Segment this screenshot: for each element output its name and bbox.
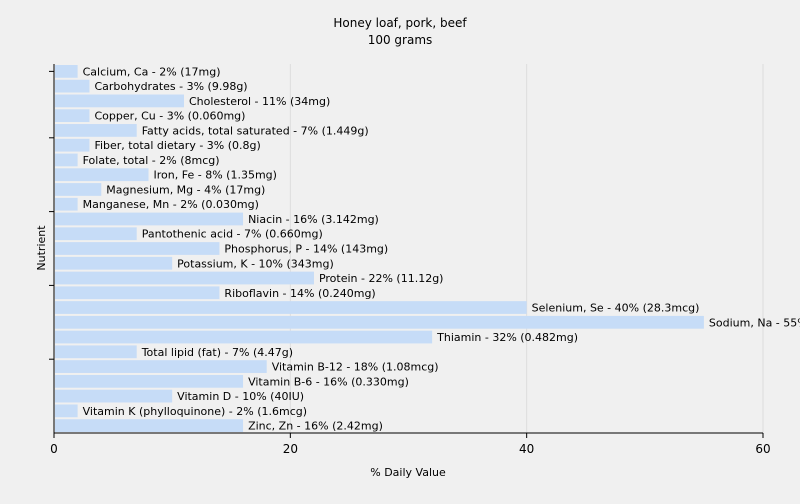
bar <box>55 138 90 152</box>
y-axis-label: Nutrient <box>35 225 48 271</box>
bar <box>55 109 90 123</box>
bar <box>55 360 267 373</box>
x-tick-label: 20 <box>283 442 298 456</box>
bar <box>55 197 78 211</box>
bar <box>55 315 704 329</box>
axes: 0 20 40 60 <box>49 64 771 456</box>
bar <box>55 79 90 93</box>
bar <box>55 345 137 359</box>
bar-label: Vitamin K (phylloquinone) - 2% (1.6mcg) <box>83 405 307 418</box>
chart-subtitle: 100 grams <box>368 33 433 47</box>
bar-label: Niacin - 16% (3.142mg) <box>248 213 379 226</box>
bar-label: Calcium, Ca - 2% (17mg) <box>83 65 221 78</box>
bar-label: Vitamin B-6 - 16% (0.330mg) <box>248 375 409 388</box>
bar-label: Copper, Cu - 3% (0.060mg) <box>94 110 245 123</box>
bars <box>55 65 704 432</box>
bar <box>55 271 314 285</box>
x-axis-label: % Daily Value <box>370 466 446 479</box>
bar <box>55 404 78 418</box>
bar-label: Iron, Fe - 8% (1.35mg) <box>154 169 277 182</box>
bar-label: Carbohydrates - 3% (9.98g) <box>94 80 247 93</box>
bar-label: Vitamin D - 10% (40IU) <box>177 390 304 403</box>
bar <box>55 212 244 226</box>
bar <box>55 124 137 137</box>
bar <box>55 419 244 432</box>
bar-label: Fiber, total dietary - 3% (0.8g) <box>94 139 260 152</box>
bar <box>55 227 137 241</box>
bar-label: Selenium, Se - 40% (28.3mcg) <box>532 302 700 315</box>
x-tick-label: 0 <box>50 442 58 456</box>
bar-label: Pantothenic acid - 7% (0.660mg) <box>142 228 323 241</box>
bar-label: Magnesium, Mg - 4% (17mg) <box>106 183 265 196</box>
bar-label: Thiamin - 32% (0.482mg) <box>436 331 578 344</box>
bar-label: Sodium, Na - 55% (1320mg) <box>709 316 800 329</box>
bar <box>55 389 173 403</box>
bar <box>55 94 184 108</box>
bar-label: Folate, total - 2% (8mcg) <box>83 154 220 167</box>
bar-label: Protein - 22% (11.12g) <box>319 272 444 285</box>
bar-label: Fatty acids, total saturated - 7% (1.449… <box>142 124 369 137</box>
grid-lines <box>289 64 764 433</box>
bar <box>55 153 78 167</box>
bar-label: Potassium, K - 10% (343mg) <box>177 257 334 270</box>
bar-label: Riboflavin - 14% (0.240mg) <box>224 287 375 300</box>
bar <box>55 301 527 314</box>
bar-label: Manganese, Mn - 2% (0.030mg) <box>83 198 259 211</box>
x-tick-label: 40 <box>519 442 534 456</box>
bar <box>55 168 149 182</box>
bar-label: Vitamin B-12 - 18% (1.08mcg) <box>272 361 439 374</box>
bar <box>55 242 220 255</box>
bar-label: Zinc, Zn - 16% (2.42mg) <box>248 420 383 433</box>
chart-title: Honey loaf, pork, beef <box>333 16 467 30</box>
bar <box>55 330 433 344</box>
x-tick-label: 60 <box>755 442 770 456</box>
bar-label: Phosphorus, P - 14% (143mg) <box>224 243 388 256</box>
bar <box>55 256 173 270</box>
bar <box>55 286 220 300</box>
bar-labels: Calcium, Ca - 2% (17mg) Carbohydrates - 3… <box>83 65 800 432</box>
bar-label: Total lipid (fat) - 7% (4.47g) <box>141 346 293 359</box>
bar <box>55 183 102 196</box>
bar <box>55 65 78 78</box>
bar <box>55 374 244 388</box>
bar-label: Cholesterol - 11% (34mg) <box>189 95 330 108</box>
